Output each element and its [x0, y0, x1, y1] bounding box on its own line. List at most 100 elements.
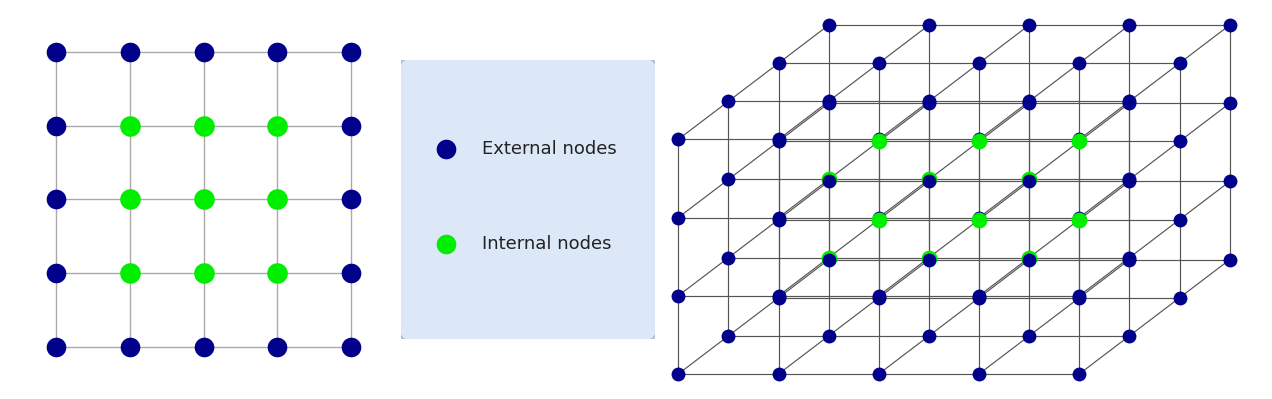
Point [1119, 100, 1140, 107]
Point [969, 294, 990, 301]
Point [436, 146, 457, 152]
Point [1019, 255, 1039, 261]
Point [918, 176, 939, 183]
Point [267, 123, 287, 129]
FancyBboxPatch shape [398, 57, 658, 342]
Point [918, 333, 939, 339]
Point [1070, 216, 1090, 223]
Point [768, 216, 789, 223]
Point [668, 292, 688, 299]
Point [719, 333, 739, 339]
Point [267, 344, 287, 350]
Point [818, 178, 838, 185]
Point [918, 100, 939, 107]
Point [1070, 136, 1090, 142]
Point [818, 22, 838, 28]
Point [1019, 176, 1039, 183]
Point [1169, 60, 1189, 66]
Point [1019, 100, 1039, 107]
Point [918, 257, 939, 263]
Point [969, 138, 990, 144]
Point [869, 371, 889, 377]
Point [267, 196, 287, 203]
Point [818, 176, 838, 183]
Point [818, 333, 838, 339]
Point [969, 60, 990, 66]
Point [1220, 257, 1240, 263]
Point [46, 344, 66, 350]
Point [46, 49, 66, 55]
Point [818, 100, 838, 107]
Point [267, 49, 287, 55]
Point [768, 138, 789, 144]
Point [969, 292, 990, 299]
Point [1220, 22, 1240, 28]
Point [768, 136, 789, 142]
Point [193, 49, 214, 55]
Point [1070, 371, 1090, 377]
Point [969, 371, 990, 377]
Point [1119, 98, 1140, 105]
Point [120, 344, 140, 350]
Point [1019, 178, 1039, 185]
Point [1119, 257, 1140, 263]
Point [1019, 98, 1039, 105]
Point [341, 344, 361, 350]
Point [768, 292, 789, 299]
Point [341, 270, 361, 276]
Point [719, 176, 739, 183]
Text: Internal nodes: Internal nodes [482, 235, 612, 253]
Point [869, 138, 889, 144]
Point [1070, 60, 1090, 66]
Point [918, 98, 939, 105]
Point [869, 214, 889, 221]
Point [768, 294, 789, 301]
Point [1119, 176, 1140, 183]
Point [1119, 178, 1140, 185]
Point [1019, 22, 1039, 28]
Point [193, 123, 214, 129]
Point [869, 216, 889, 223]
Point [969, 216, 990, 223]
Point [341, 123, 361, 129]
Point [1070, 292, 1090, 299]
Point [668, 371, 688, 377]
Point [818, 98, 838, 105]
Point [818, 255, 838, 261]
Point [1119, 333, 1140, 339]
Point [719, 255, 739, 261]
Point [768, 214, 789, 221]
Point [768, 371, 789, 377]
Point [668, 214, 688, 221]
Point [120, 270, 140, 276]
Point [719, 98, 739, 105]
Point [120, 123, 140, 129]
Point [1070, 138, 1090, 144]
Point [1070, 214, 1090, 221]
Point [869, 294, 889, 301]
Point [1220, 178, 1240, 185]
Point [193, 196, 214, 203]
Point [869, 60, 889, 66]
Text: External nodes: External nodes [482, 140, 617, 158]
Point [341, 196, 361, 203]
Point [1169, 216, 1189, 223]
Point [818, 257, 838, 263]
Point [436, 241, 457, 247]
Point [267, 270, 287, 276]
Point [1070, 294, 1090, 301]
Point [969, 136, 990, 142]
Point [869, 292, 889, 299]
Point [341, 49, 361, 55]
Point [1169, 138, 1189, 144]
Point [1169, 294, 1189, 301]
Point [1119, 22, 1140, 28]
Point [120, 196, 140, 203]
Point [1019, 333, 1039, 339]
Point [46, 196, 66, 203]
Point [193, 344, 214, 350]
Point [668, 136, 688, 142]
Point [120, 49, 140, 55]
Point [969, 214, 990, 221]
Point [1220, 100, 1240, 107]
